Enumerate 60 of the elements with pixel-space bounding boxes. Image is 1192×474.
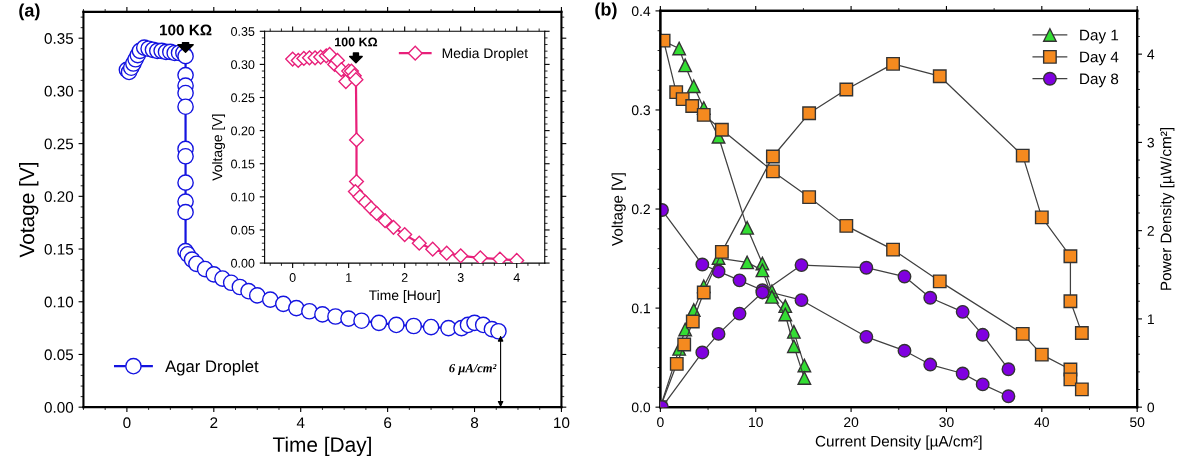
y-axis-title: Voltage [V] bbox=[611, 173, 626, 246]
y2-tick-label: 1 bbox=[1147, 314, 1154, 324]
y-tick-label: 0.35 bbox=[231, 27, 255, 36]
x-tick-label: 0 bbox=[123, 417, 131, 429]
text: (a) bbox=[19, 3, 40, 21]
y2-tick-label: 3 bbox=[1147, 137, 1154, 148]
x-tick-label: 30 bbox=[939, 417, 954, 428]
x-axis-title: Time [Hour] bbox=[368, 290, 440, 303]
x-tick-label: 4 bbox=[513, 273, 520, 282]
x-tick-label: 20 bbox=[844, 417, 859, 428]
x-tick-label: 4 bbox=[296, 417, 305, 428]
y-tick-label: 0.00 bbox=[231, 258, 255, 268]
y-axis-title: Voltage [V] bbox=[212, 114, 226, 181]
y-tick-label: 0.1 bbox=[631, 303, 650, 314]
y-axis-title: Votage [V] bbox=[19, 162, 39, 258]
annotation: 100 KΩ bbox=[160, 24, 212, 36]
x-tick-label: 2 bbox=[210, 417, 218, 428]
x-tick-label: 2 bbox=[401, 273, 408, 282]
y2-tick-label: 4 bbox=[1147, 49, 1155, 60]
legend-label: Day 4 bbox=[1080, 51, 1119, 66]
y-tick-label: 0.20 bbox=[231, 126, 255, 136]
y-tick-label: 0.20 bbox=[44, 191, 74, 203]
x-tick-label: 8 bbox=[470, 417, 479, 429]
x-tick-label: 1 bbox=[346, 273, 352, 282]
y-tick-label: 0.00 bbox=[44, 402, 74, 413]
x-tick-label: 0 bbox=[657, 417, 664, 428]
y-tick-label: 0.05 bbox=[231, 225, 255, 235]
y2-axis-title: Power Density [µW/cm²] bbox=[1160, 128, 1175, 290]
y-tick-label: 0.10 bbox=[44, 296, 74, 308]
x-axis-title: Current Density [µA/cm²] bbox=[815, 435, 982, 450]
annotation: 100 KΩ bbox=[335, 37, 378, 47]
annotation: 6 µA/cm² bbox=[449, 363, 497, 375]
legend-label: Day 8 bbox=[1080, 73, 1119, 88]
y-tick-label: 0.30 bbox=[44, 85, 74, 97]
x-tick-label: 50 bbox=[1130, 417, 1145, 428]
y2-tick-label: 0 bbox=[1147, 402, 1155, 413]
y-tick-label: 0.0 bbox=[631, 402, 651, 413]
y-tick-label: 0.3 bbox=[631, 105, 651, 116]
y-tick-label: 0.2 bbox=[631, 204, 650, 215]
y-tick-label: 0.25 bbox=[231, 93, 255, 103]
y-tick-label: 0.35 bbox=[44, 33, 74, 44]
legend-label: Agar Droplet bbox=[165, 359, 259, 376]
y-tick-label: 0.05 bbox=[44, 349, 74, 361]
y-tick-label: 0.25 bbox=[44, 138, 74, 150]
x-tick-label: 0 bbox=[289, 273, 296, 282]
y2-tick-label: 2 bbox=[1147, 225, 1154, 236]
x-axis-title: Time [Day] bbox=[272, 436, 371, 457]
legend-label: Day 1 bbox=[1080, 29, 1119, 44]
x-tick-label: 10 bbox=[749, 417, 763, 428]
legend-label: Media Droplet bbox=[442, 47, 528, 61]
y-tick-label: 0.10 bbox=[231, 192, 255, 202]
x-tick-label: 6 bbox=[384, 417, 392, 429]
x-tick-label: 10 bbox=[554, 417, 570, 429]
y-tick-label: 0.15 bbox=[231, 159, 255, 169]
x-tick-label: 3 bbox=[457, 273, 464, 282]
y-tick-label: 0.4 bbox=[631, 6, 651, 17]
y-tick-label: 0.15 bbox=[44, 243, 74, 255]
text: (b) bbox=[595, 2, 617, 20]
y-tick-label: 0.30 bbox=[231, 60, 255, 70]
x-tick-label: 40 bbox=[1034, 417, 1049, 428]
